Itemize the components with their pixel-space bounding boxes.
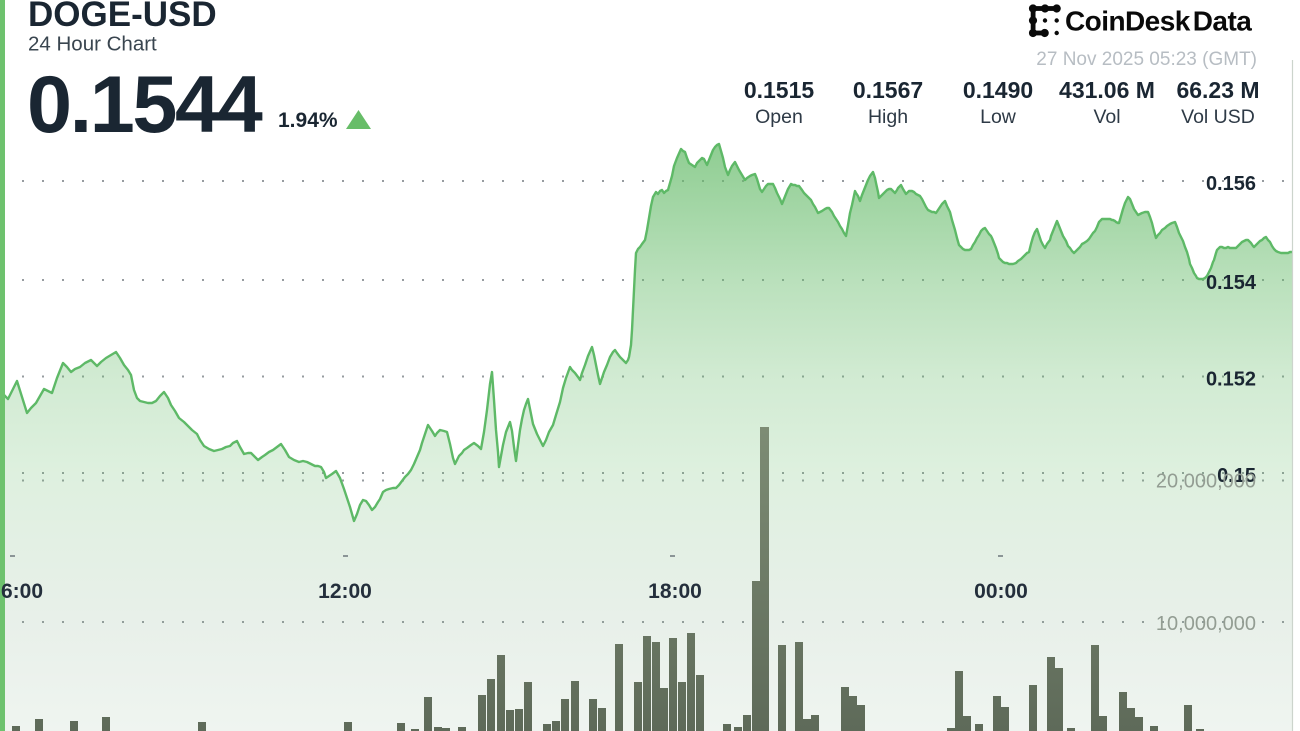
svg-text:Vol: Vol — [1093, 106, 1120, 128]
svg-text:High: High — [868, 106, 908, 128]
svg-text:18:00: 18:00 — [648, 580, 702, 603]
svg-text:66.23 M: 66.23 M — [1176, 77, 1259, 103]
svg-text:431.06 M: 431.06 M — [1059, 77, 1155, 103]
svg-text:DOGE-USD: DOGE-USD — [28, 0, 217, 34]
svg-text:0.15: 0.15 — [1217, 465, 1256, 487]
svg-text:0.152: 0.152 — [1206, 369, 1256, 391]
svg-text:0.1515: 0.1515 — [744, 77, 815, 103]
svg-text:Open: Open — [755, 106, 803, 128]
svg-text:0.154: 0.154 — [1206, 272, 1257, 294]
svg-text:24 Hour Chart: 24 Hour Chart — [28, 33, 157, 56]
svg-text:0.1490: 0.1490 — [963, 77, 1033, 103]
svg-text:6:00: 6:00 — [1, 580, 43, 603]
svg-text:0.156: 0.156 — [1206, 173, 1256, 195]
svg-text:20,000,000: 20,000,000 — [1156, 471, 1256, 493]
svg-text:12:00: 12:00 — [318, 580, 372, 603]
svg-text:0.1567: 0.1567 — [853, 77, 923, 103]
svg-text:10,000,000: 10,000,000 — [1156, 613, 1256, 635]
svg-text:00:00: 00:00 — [974, 580, 1028, 603]
svg-text:Vol USD: Vol USD — [1181, 106, 1255, 128]
svg-text:Low: Low — [980, 106, 1017, 128]
svg-text:1.94%: 1.94% — [278, 109, 338, 132]
svg-text:27 Nov 2025 05:23 (GMT): 27 Nov 2025 05:23 (GMT) — [1036, 49, 1257, 70]
svg-text:0.1544: 0.1544 — [27, 60, 263, 150]
